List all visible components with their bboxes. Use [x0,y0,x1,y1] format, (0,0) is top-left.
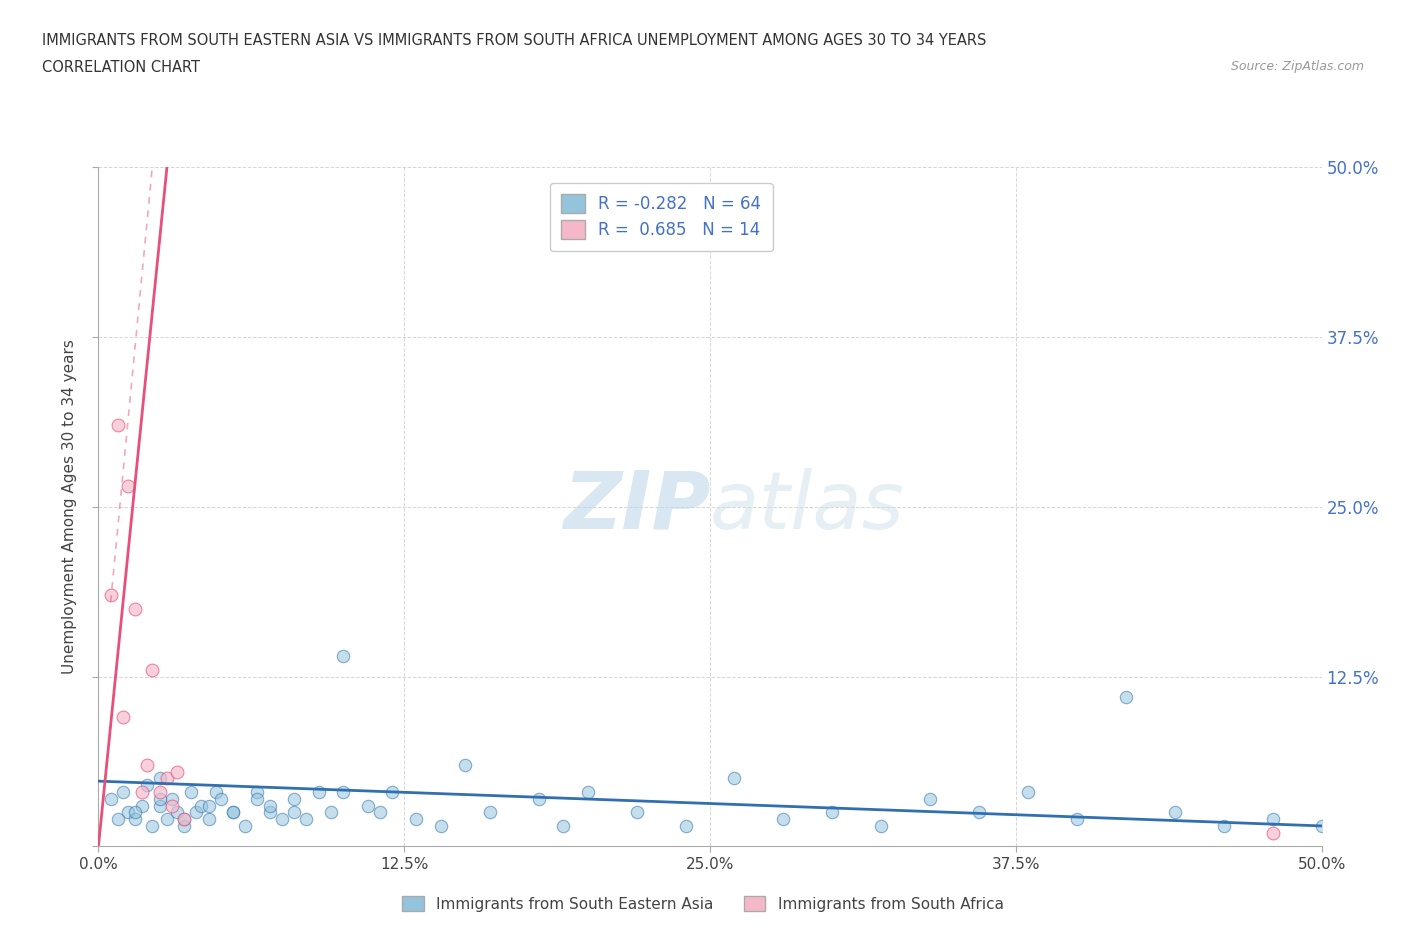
Legend: R = -0.282   N = 64, R =  0.685   N = 14: R = -0.282 N = 64, R = 0.685 N = 14 [550,182,773,251]
Point [1261,825,1284,840]
Point [173,812,195,827]
Point [1115,689,1137,704]
Point [222,805,245,820]
Point [233,818,256,833]
Point [259,798,281,813]
Point [1017,785,1039,800]
Point [156,812,179,827]
Point [156,771,179,786]
Point [821,805,844,820]
Point [1310,818,1333,833]
Point [166,805,188,820]
Point [180,785,202,800]
Point [967,805,990,820]
Text: Source: ZipAtlas.com: Source: ZipAtlas.com [1230,60,1364,73]
Point [222,805,245,820]
Point [1261,812,1284,827]
Point [186,805,208,820]
Point [527,791,550,806]
Point [149,798,172,813]
Point [190,798,212,813]
Point [141,818,163,833]
Point [1066,812,1088,827]
Point [576,785,599,800]
Point [131,798,153,813]
Point [173,818,195,833]
Point [124,812,146,827]
Point [1164,805,1187,820]
Point [454,757,477,772]
Point [160,791,183,806]
Point [319,805,342,820]
Point [283,805,305,820]
Point [553,818,575,833]
Text: IMMIGRANTS FROM SOUTH EASTERN ASIA VS IMMIGRANTS FROM SOUTH AFRICA UNEMPLOYMENT : IMMIGRANTS FROM SOUTH EASTERN ASIA VS IM… [42,33,987,47]
Legend: Immigrants from South Eastern Asia, Immigrants from South Africa: Immigrants from South Eastern Asia, Immi… [396,889,1010,918]
Point [332,785,354,800]
Point [430,818,453,833]
Point [117,805,139,820]
Text: CORRELATION CHART: CORRELATION CHART [42,60,200,75]
Point [100,588,122,603]
Point [332,649,354,664]
Point [160,798,183,813]
Point [295,812,318,827]
Point [381,785,404,800]
Point [356,798,378,813]
Point [141,662,163,677]
Point [308,785,330,800]
Point [209,791,232,806]
Point [149,791,172,806]
Point [100,791,122,806]
Point [283,791,305,806]
Point [270,812,294,827]
Point [166,764,188,779]
Point [772,812,794,827]
Point [173,812,195,827]
Point [107,812,129,827]
Point [1212,818,1234,833]
Y-axis label: Unemployment Among Ages 30 to 34 years: Unemployment Among Ages 30 to 34 years [62,339,77,674]
Point [124,805,146,820]
Point [920,791,942,806]
Point [136,777,159,792]
Point [870,818,893,833]
Point [111,785,134,800]
Point [149,771,172,786]
Point [149,785,172,800]
Point [107,418,129,432]
Point [197,812,219,827]
Point [675,818,697,833]
Point [626,805,648,820]
Point [368,805,391,820]
Point [197,798,219,813]
Point [117,479,139,494]
Point [246,791,269,806]
Point [205,785,228,800]
Text: ZIP: ZIP [562,468,710,546]
Point [136,757,159,772]
Point [405,812,427,827]
Point [259,805,281,820]
Point [246,785,269,800]
Point [124,602,146,617]
Point [723,771,745,786]
Point [131,785,153,800]
Point [478,805,501,820]
Text: atlas: atlas [710,468,905,546]
Point [111,710,134,724]
